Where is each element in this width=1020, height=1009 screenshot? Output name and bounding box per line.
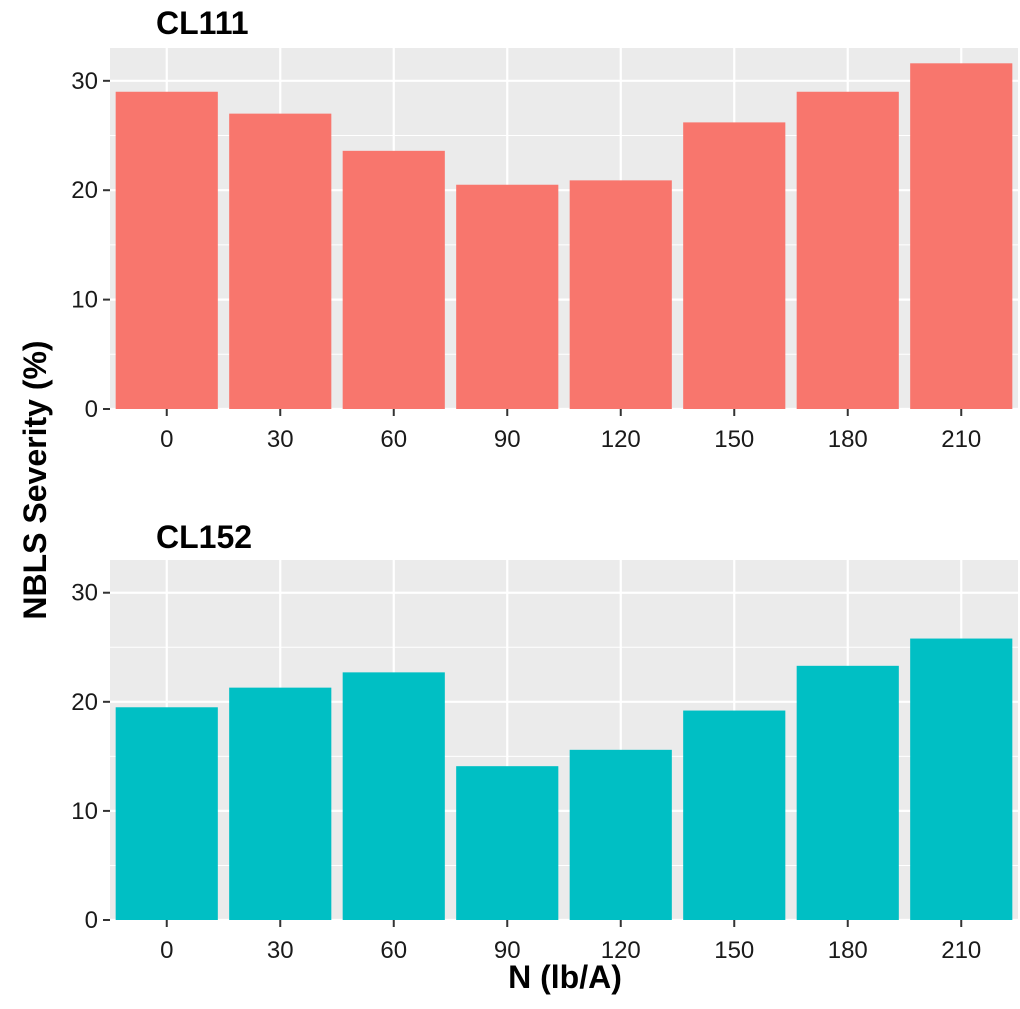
y-tick-label: 20 xyxy=(71,689,98,716)
x-axis-title: N (lb/A) xyxy=(508,959,622,995)
y-axis-title: NBLS Severity (%) xyxy=(17,340,53,619)
x-tick-label: 90 xyxy=(494,426,521,453)
bar-120 xyxy=(569,749,672,920)
y-tick-label: 10 xyxy=(71,798,98,825)
x-tick-label: 180 xyxy=(828,426,868,453)
panel-cl152: 0 10 20 30 0 30 60 90 120 150 180 210 CL152 xyxy=(71,519,1018,964)
y-tick-label: 30 xyxy=(71,68,98,95)
bar-210 xyxy=(910,638,1013,920)
y-tick-label: 0 xyxy=(85,396,98,423)
y-tick-label: 20 xyxy=(71,177,98,204)
bar-0 xyxy=(115,707,218,920)
y-tick-label: 30 xyxy=(71,580,98,607)
x-tick-label: 0 xyxy=(160,426,173,453)
x-tick-label: 120 xyxy=(601,426,641,453)
x-tick-label: 210 xyxy=(941,426,981,453)
bar-150 xyxy=(683,710,786,920)
panels: 0 10 20 30 0 30 60 90 120 150 180 210 CL111 0 10 20 30 0 3… xyxy=(71,5,1018,964)
x-tick-label: 0 xyxy=(160,937,173,964)
bar-210 xyxy=(910,63,1013,409)
bar-0 xyxy=(115,91,218,410)
x-tick-label: 30 xyxy=(267,426,294,453)
bar-180 xyxy=(796,91,899,410)
x-tick-label: 150 xyxy=(714,937,754,964)
y-tick-label: 0 xyxy=(85,907,98,934)
bar-60 xyxy=(342,672,445,920)
bar-30 xyxy=(229,687,332,920)
panel-title: CL152 xyxy=(156,519,252,555)
x-tick-label: 210 xyxy=(941,937,981,964)
bar-90 xyxy=(456,184,559,409)
panel-cl111: 0 10 20 30 0 30 60 90 120 150 180 210 CL111 xyxy=(71,5,1018,453)
x-tick-label: 120 xyxy=(601,937,641,964)
panel-title: CL111 xyxy=(156,5,249,41)
x-tick-label: 180 xyxy=(828,937,868,964)
y-tick-label: 10 xyxy=(71,287,98,314)
x-tick-label: 90 xyxy=(494,937,521,964)
bar-120 xyxy=(569,180,672,409)
bar-150 xyxy=(683,122,786,409)
bar-90 xyxy=(456,766,559,920)
bar-180 xyxy=(796,665,899,920)
x-tick-label: 60 xyxy=(380,937,407,964)
bar-30 xyxy=(229,113,332,410)
x-tick-label: 150 xyxy=(714,426,754,453)
bar-60 xyxy=(342,150,445,409)
x-tick-label: 30 xyxy=(267,937,294,964)
x-tick-label: 60 xyxy=(380,426,407,453)
